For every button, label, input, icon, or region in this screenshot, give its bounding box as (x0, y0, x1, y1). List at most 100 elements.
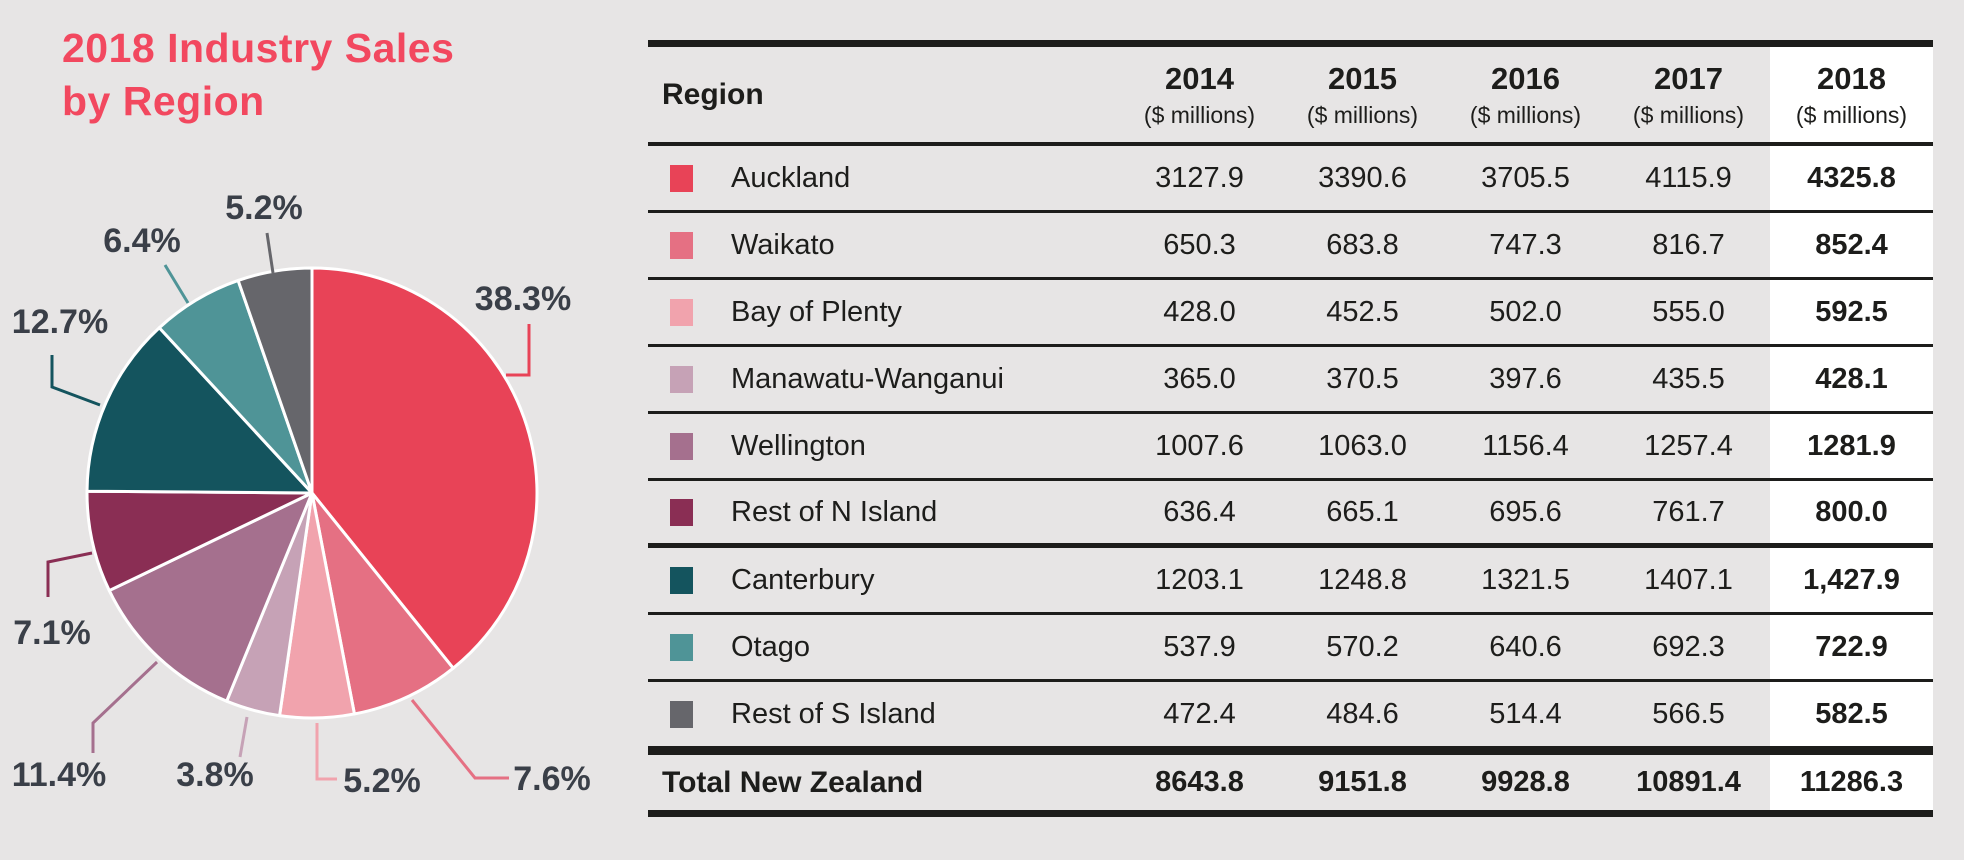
total-value-2015: 9151.8 (1318, 766, 1407, 798)
value-cell-2017: 692.3 (1652, 630, 1725, 663)
pie-slice-rest-of-s-island (236, 266, 314, 495)
value-cell-2015: 484.6 (1326, 697, 1399, 730)
value-cell-2017: 555.0 (1652, 295, 1725, 328)
value-cell-2015: 683.8 (1326, 228, 1399, 261)
chart-title-line1: 2018 Industry Sales (62, 25, 455, 71)
region-color-swatch (670, 298, 693, 326)
region-name: Waikato (731, 228, 835, 261)
table-total-row: Total New Zealand 8643.8 9151.8 9928.8 10891… (648, 749, 1933, 817)
year-label: 2016 (1491, 60, 1560, 96)
region-cell: Rest of N Island (648, 481, 1118, 543)
region-cell: Canterbury (648, 548, 1118, 612)
value-cell-2015: 452.5 (1326, 295, 1399, 328)
value-cell-2018: 4325.8 (1770, 146, 1933, 210)
table-row-rest-of-n-island: Rest of N Island 636.4 665.1 695.6 761.7 800.… (648, 481, 1933, 548)
value-cell-2018: 582.5 (1770, 682, 1933, 746)
col-header-2017: 2017 ($ millions) (1607, 47, 1770, 142)
value-cell-2014: 650.3 (1163, 228, 1236, 261)
value-cell-2015: 665.1 (1326, 495, 1399, 528)
sales-table: Region 2014 ($ millions) 2015 ($ millions) 2… (648, 40, 1933, 817)
region-cell: Otago (648, 615, 1118, 679)
value-cell-2015: 3390.6 (1318, 161, 1407, 194)
region-color-swatch (670, 498, 693, 526)
table-row-bay-of-plenty: Bay of Plenty 428.0 452.5 502.0 555.0 592.5 (648, 280, 1933, 347)
year-unit-label: ($ millions) (1143, 101, 1256, 128)
total-value-2018: 11286.3 (1770, 755, 1933, 810)
region-color-swatch (670, 633, 693, 661)
pie-percent-label-otago: 6.4% (103, 222, 181, 260)
region-name: Auckland (731, 161, 851, 194)
chart-title-line2: by Region (62, 78, 265, 124)
year-label: 2017 (1654, 60, 1723, 96)
pie-percent-label-canterbury: 12.7% (12, 303, 108, 341)
region-name: Canterbury (731, 563, 875, 596)
value-cell-2015: 1063.0 (1318, 429, 1407, 462)
value-cell-2014: 1007.6 (1155, 429, 1244, 462)
table-row-waikato: Waikato 650.3 683.8 747.3 816.7 852.4 (648, 213, 1933, 280)
value-cell-2016: 747.3 (1489, 228, 1562, 261)
col-header-2015: 2015 ($ millions) (1281, 47, 1444, 142)
chart-title: 2018 Industry Sales by Region (62, 22, 454, 128)
leader-line-waikato (410, 699, 509, 780)
region-color-swatch (670, 365, 693, 393)
region-cell: Wellington (648, 414, 1118, 478)
col-header-2014: 2014 ($ millions) (1118, 47, 1281, 142)
region-name: Rest of S Island (731, 697, 936, 730)
value-cell-2018: 852.4 (1770, 213, 1933, 277)
value-cell-2016: 397.6 (1489, 362, 1562, 395)
table-row-auckland: Auckland 3127.9 3390.6 3705.5 4115.9 4325.8 (648, 146, 1933, 213)
region-cell: Waikato (648, 213, 1118, 277)
col-header-2018: 2018 ($ millions) (1770, 47, 1933, 142)
value-cell-2018: 428.1 (1770, 347, 1933, 411)
total-value-2014: 8643.8 (1155, 766, 1244, 798)
region-column-header: Region (662, 77, 764, 111)
year-unit-label: ($ millions) (1306, 101, 1419, 128)
region-cell: Manawatu-Wanganui (648, 347, 1118, 411)
region-cell: Bay of Plenty (648, 280, 1118, 344)
value-cell-2014: 428.0 (1163, 295, 1236, 328)
leader-line-auckland (506, 324, 531, 377)
leader-line-manawatu-wanganui (238, 716, 249, 758)
pie-percent-label-waikato: 7.6% (513, 760, 591, 798)
table-row-canterbury: Canterbury 1203.1 1248.8 1321.5 1407.1 1,427.… (648, 548, 1933, 615)
year-label: 2014 (1165, 60, 1234, 96)
region-name: Manawatu-Wanganui (731, 362, 1004, 395)
pie-slice-rest-of-n-island (85, 489, 314, 593)
leader-line-wellington (91, 660, 159, 753)
region-color-swatch (670, 566, 693, 594)
value-cell-2018: 1281.9 (1770, 414, 1933, 478)
table-row-wellington: Wellington 1007.6 1063.0 1156.4 1257.4 1281.9 (648, 414, 1933, 481)
pie-percent-label-bay-of-plenty: 5.2% (343, 762, 421, 800)
pie-percent-label-rest-of-n-island: 7.1% (13, 614, 91, 652)
total-value-2017: 10891.4 (1636, 766, 1741, 798)
region-name: Otago (731, 630, 810, 663)
value-cell-2017: 435.5 (1652, 362, 1725, 395)
region-name: Bay of Plenty (731, 295, 902, 328)
table-row-rest-of-s-island: Rest of S Island 472.4 484.6 514.4 566.5 582.… (648, 682, 1933, 749)
pie-percent-label-manawatu-wanganui: 3.8% (176, 756, 254, 794)
value-cell-2014: 636.4 (1163, 495, 1236, 528)
total-label: Total New Zealand (662, 765, 924, 799)
value-cell-2017: 1407.1 (1644, 563, 1733, 596)
table-header-row: Region 2014 ($ millions) 2015 ($ millions) 2… (648, 40, 1933, 146)
year-unit-label: ($ millions) (1795, 101, 1908, 128)
pie-percent-label-auckland: 38.3% (475, 280, 571, 318)
year-unit-label: ($ millions) (1632, 101, 1745, 128)
region-cell: Auckland (648, 146, 1118, 210)
value-cell-2018: 592.5 (1770, 280, 1933, 344)
year-unit-label: ($ millions) (1469, 101, 1582, 128)
value-cell-2017: 566.5 (1652, 697, 1725, 730)
pie-slice-waikato (310, 491, 455, 716)
table-row-otago: Otago 537.9 570.2 640.6 692.3 722.9 (648, 615, 1933, 682)
leader-line-rest-of-n-island (46, 551, 93, 597)
value-cell-2014: 365.0 (1163, 362, 1236, 395)
year-label: 2015 (1328, 60, 1397, 96)
value-cell-2017: 1257.4 (1644, 429, 1733, 462)
col-header-2016: 2016 ($ millions) (1444, 47, 1607, 142)
region-color-swatch (670, 164, 693, 192)
value-cell-2016: 502.0 (1489, 295, 1562, 328)
leader-line-otago (163, 264, 190, 304)
leader-line-canterbury (50, 355, 101, 407)
value-cell-2016: 1156.4 (1482, 429, 1569, 462)
